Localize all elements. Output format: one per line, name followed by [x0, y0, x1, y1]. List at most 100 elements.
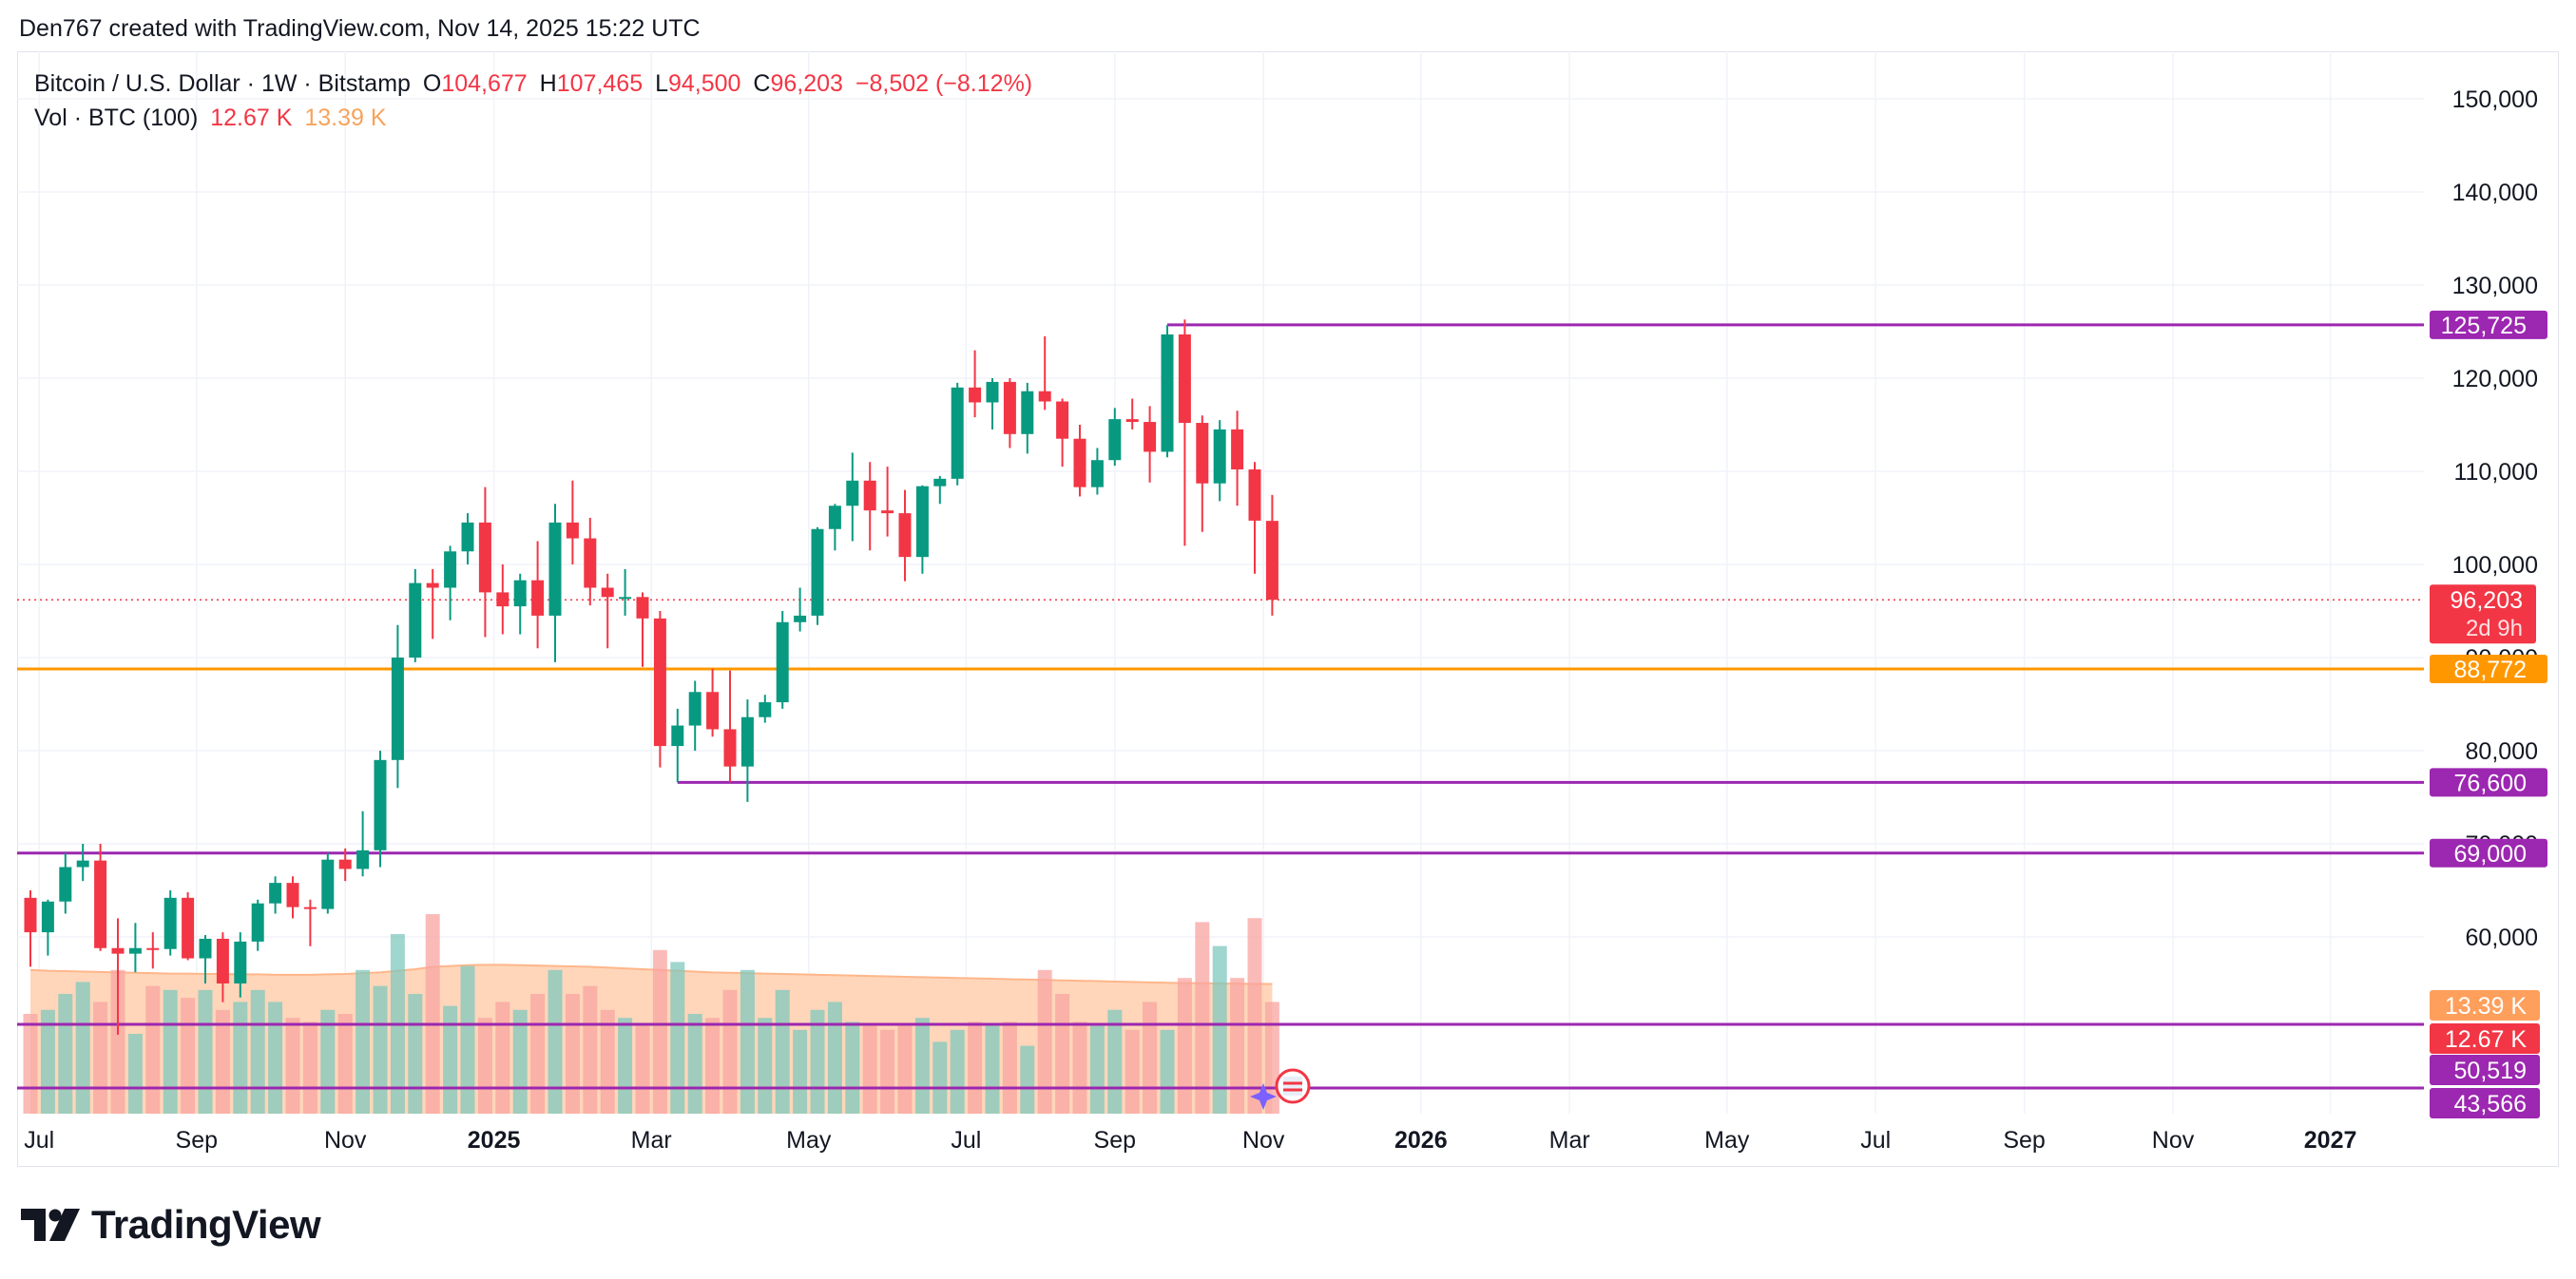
- candle-body: [688, 692, 702, 726]
- volume-bar: [880, 1029, 895, 1114]
- candle-body: [409, 582, 422, 658]
- candle: [1125, 398, 1139, 430]
- candle: [1003, 378, 1016, 449]
- candle: [584, 518, 597, 606]
- candle: [163, 890, 177, 956]
- x-tick-label: Mar: [631, 1127, 672, 1154]
- volume-axis-label: 43,566: [2430, 1088, 2540, 1118]
- candles: [24, 319, 1278, 1035]
- volume-bar: [705, 1018, 721, 1114]
- candle-body: [478, 522, 491, 593]
- candle-body: [426, 582, 439, 588]
- volume-bar: [181, 998, 196, 1114]
- level-price-label-bg: [2430, 655, 2547, 684]
- y-tick-label: 150,000: [2452, 86, 2538, 113]
- legend-volume-label[interactable]: Vol · BTC (100): [34, 105, 199, 131]
- candle-body: [1213, 429, 1226, 484]
- candle-body: [601, 587, 614, 598]
- candle-body: [1073, 438, 1086, 487]
- legend-high-label: H: [539, 70, 557, 97]
- current-price-label-bg: [2430, 584, 2536, 644]
- us-flag-icon-fill: [1283, 1077, 1302, 1096]
- candle-body: [986, 381, 999, 403]
- volume-bar: [1212, 945, 1227, 1114]
- volume-bar: [687, 1014, 702, 1114]
- candle-body: [759, 702, 772, 717]
- chart-legend: Bitcoin / U.S. Dollar · 1W · Bitstamp O1…: [34, 67, 1038, 135]
- level-price-label: 76,600: [2430, 768, 2547, 797]
- candle: [426, 568, 439, 640]
- candle-body: [182, 897, 195, 959]
- candle-body: [706, 692, 720, 730]
- candle-body: [338, 859, 352, 869]
- candle: [111, 918, 125, 1035]
- volume-axis-label: 12.67 K: [2430, 1023, 2540, 1054]
- candle: [619, 568, 632, 616]
- candle: [969, 350, 982, 418]
- candle: [338, 848, 352, 882]
- candle-body: [1178, 334, 1191, 424]
- candle-body: [531, 580, 545, 616]
- level-price-label: 88,772: [2430, 655, 2547, 684]
- candle-body: [76, 860, 89, 868]
- volume-bar: [932, 1041, 948, 1114]
- candle-body: [828, 506, 841, 529]
- volume-bar: [950, 1029, 965, 1114]
- candle-body: [269, 883, 282, 904]
- y-tick-label: 100,000: [2452, 552, 2538, 579]
- volume-bar: [758, 1018, 773, 1114]
- candle: [1213, 420, 1226, 502]
- volume-bar: [583, 985, 598, 1114]
- candle-body: [794, 615, 807, 622]
- volume-bar: [337, 1014, 353, 1114]
- volume-bar: [233, 1002, 248, 1114]
- volume-bar: [1125, 1029, 1140, 1114]
- tradingview-logo[interactable]: TradingView: [21, 1199, 321, 1250]
- legend-symbol[interactable]: Bitcoin / U.S. Dollar · 1W · Bitstamp: [34, 70, 411, 97]
- candle: [1090, 448, 1104, 495]
- volume-bar: [635, 1025, 650, 1114]
- y-tick-label: 110,000: [2453, 459, 2538, 486]
- candle-body: [566, 522, 579, 539]
- volume-bar: [495, 1002, 510, 1114]
- candle: [1248, 462, 1261, 574]
- volume-bar: [845, 1021, 860, 1114]
- volume-bar: [897, 1025, 913, 1114]
- volume-bar: [722, 989, 738, 1114]
- volume-bar: [740, 969, 755, 1114]
- candle: [182, 891, 195, 961]
- volume-bar: [443, 1005, 458, 1114]
- volume-bar: [985, 1025, 1000, 1114]
- volume-bar: [1089, 1025, 1105, 1114]
- candle-body: [1125, 419, 1139, 423]
- x-tick-label: Nov: [324, 1127, 367, 1154]
- candle-body: [1196, 423, 1209, 484]
- candle: [740, 699, 754, 802]
- candle-body: [513, 580, 527, 607]
- candle-body: [163, 897, 177, 949]
- candle: [846, 452, 859, 542]
- candle: [1196, 415, 1209, 532]
- candle: [41, 899, 54, 956]
- volume-bar: [914, 1018, 930, 1114]
- candle-body: [776, 621, 789, 703]
- candle-body: [461, 522, 474, 552]
- volume-bar: [356, 969, 371, 1114]
- candle: [374, 751, 387, 868]
- volume-axis-label-text: 12.67 K: [2445, 1026, 2528, 1053]
- candle-body: [915, 486, 929, 558]
- x-axis-labels: Jul Sep Nov 2025 Mar May Jul Sep Nov 2026 Mar May Ju…: [24, 1127, 2356, 1154]
- level-price-label-bg: [2430, 838, 2547, 868]
- candle-body: [199, 938, 212, 959]
- candle-body: [740, 716, 754, 767]
- candle: [234, 932, 247, 998]
- x-tick-label: Sep: [2003, 1127, 2045, 1154]
- candle: [1021, 382, 1034, 454]
- candle: [933, 475, 947, 505]
- candle-body: [584, 538, 597, 588]
- level-price-label: 69,000: [2430, 838, 2547, 868]
- candle: [1144, 406, 1157, 483]
- candle: [199, 935, 212, 983]
- volume-bar: [1072, 1021, 1087, 1114]
